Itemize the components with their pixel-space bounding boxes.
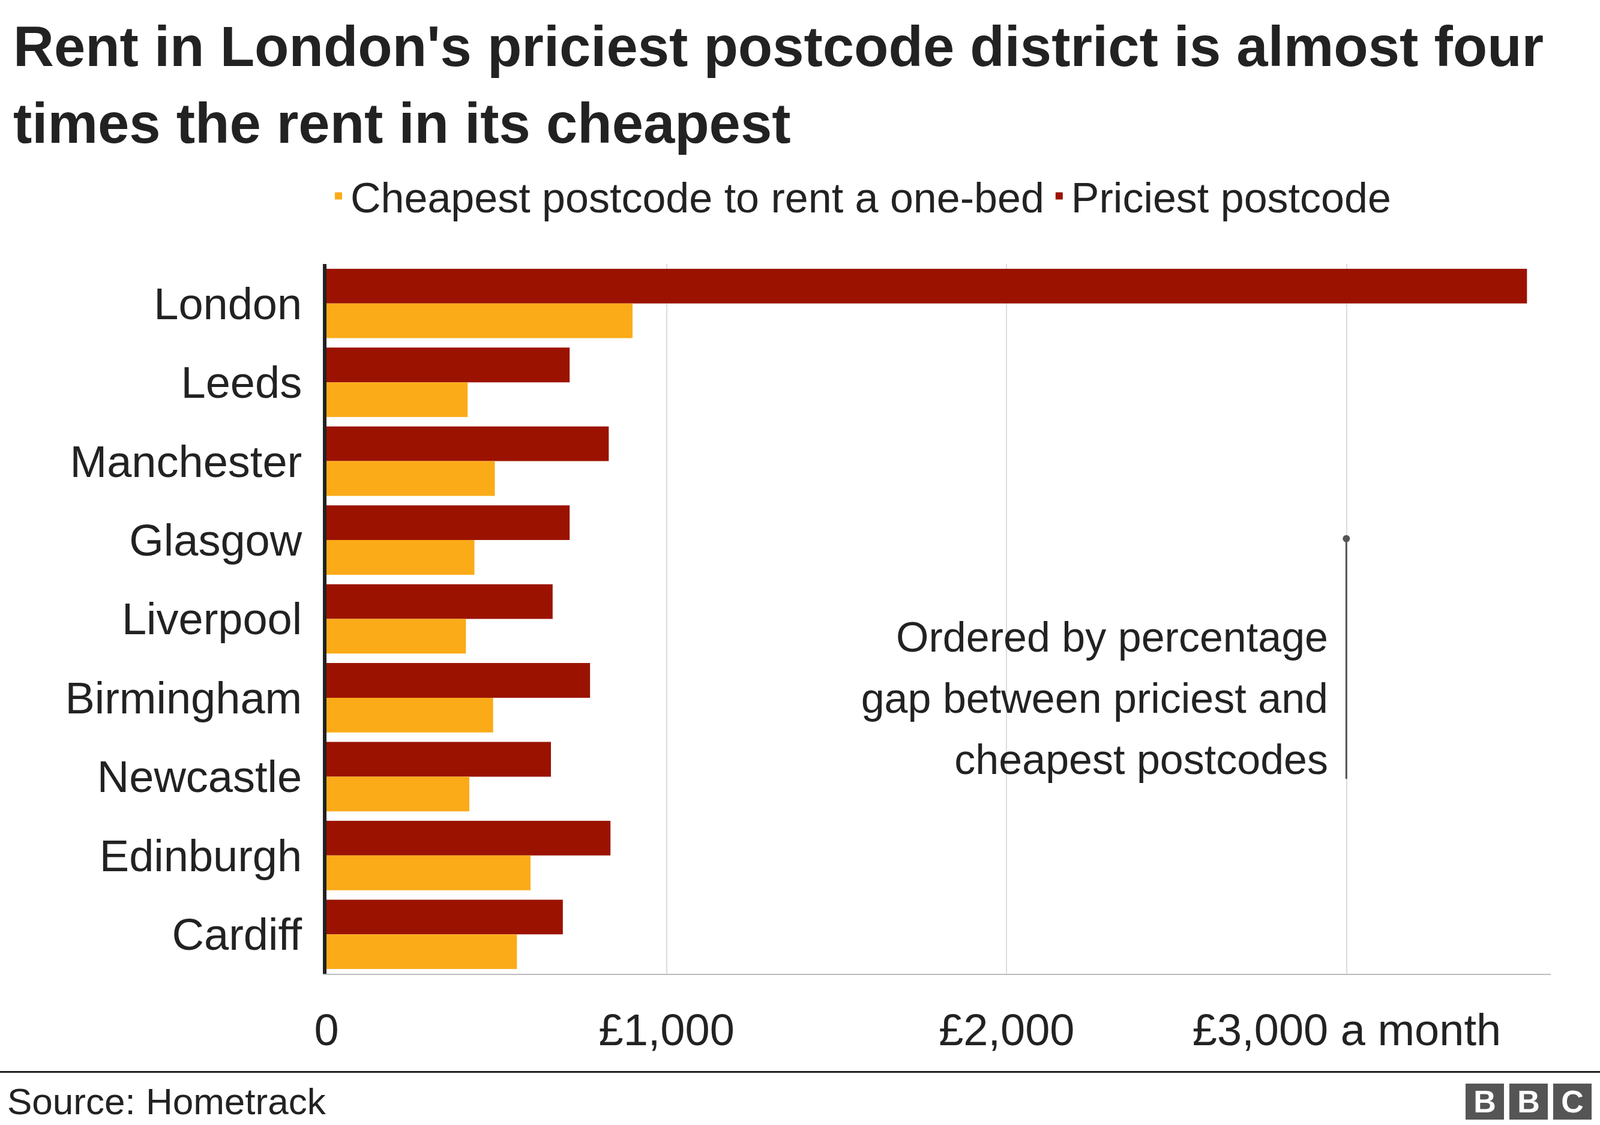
svg-text:Cheapest postcode to rent a on: Cheapest postcode to rent a one-bed	[350, 174, 1045, 222]
svg-text:Manchester: Manchester	[70, 436, 303, 487]
svg-text:Priciest postcode: Priciest postcode	[1071, 174, 1392, 222]
svg-text:Cardiff: Cardiff	[172, 909, 303, 960]
svg-text:£2,000: £2,000	[938, 1005, 1075, 1056]
svg-text:Birmingham: Birmingham	[64, 673, 302, 724]
html-text:B: B	[1473, 1084, 1497, 1120]
svg-text:Liverpool: Liverpool	[121, 594, 302, 644]
svg-text:Newcastle: Newcastle	[97, 751, 302, 802]
svg-text:Glasgow: Glasgow	[129, 515, 302, 566]
html-text:Source: Hometrack: Source: Hometrack	[7, 1080, 326, 1123]
svg-text:0: 0	[313, 1005, 339, 1056]
html-text:B: B	[1517, 1084, 1540, 1120]
html-text:Ordered by percentage gap betw: Ordered by percentage gap between pricie…	[861, 613, 1329, 784]
svg-text:£1,000: £1,000	[598, 1005, 734, 1056]
svg-text:Edinburgh: Edinburgh	[99, 831, 302, 882]
html-text:C: C	[1561, 1084, 1584, 1120]
svg-text:London: London	[153, 279, 302, 329]
svg-text:Leeds: Leeds	[181, 357, 303, 408]
html-text:Rent in London's priciest post: Rent in London's priciest postcode distr…	[13, 15, 1544, 155]
svg-text:£3,000 a month: £3,000 a month	[1192, 1005, 1501, 1056]
